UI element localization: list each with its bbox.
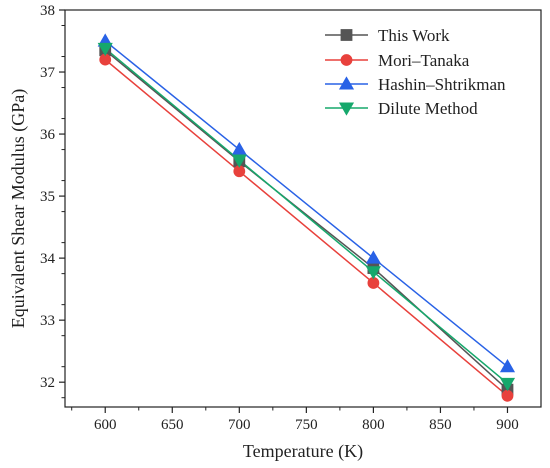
data-point-marker bbox=[340, 29, 353, 41]
data-point-marker bbox=[365, 250, 381, 264]
legend-label: This Work bbox=[378, 26, 450, 45]
series-group bbox=[97, 33, 516, 402]
series-line bbox=[104, 49, 508, 391]
y-tick-label: 33 bbox=[40, 313, 55, 329]
legend: This Work Mori–Tanaka Hashin–Shtrikman Dilu… bbox=[325, 26, 506, 118]
series-triangle-up bbox=[104, 40, 508, 368]
x-tick-label: 700 bbox=[228, 417, 251, 433]
y-tick-label: 32 bbox=[40, 375, 55, 391]
y-tick-label: 36 bbox=[40, 127, 56, 143]
legend-label: Hashin–Shtrikman bbox=[378, 75, 506, 94]
legend-label: Dilute Method bbox=[378, 99, 478, 118]
series-line bbox=[104, 47, 508, 385]
legend-item: This Work bbox=[325, 26, 450, 45]
data-point-marker bbox=[499, 377, 516, 392]
y-tick-label: 35 bbox=[40, 189, 55, 205]
axes bbox=[64, 9, 542, 408]
series-circle bbox=[104, 59, 508, 397]
data-point-marker bbox=[340, 54, 353, 66]
plot-frame bbox=[64, 9, 542, 408]
legend-item: Mori–Tanaka bbox=[325, 51, 470, 70]
x-tick-label: 800 bbox=[362, 417, 385, 433]
x-tick-label: 850 bbox=[429, 417, 452, 433]
x-tick-label: 600 bbox=[94, 417, 117, 433]
series-line bbox=[104, 59, 508, 397]
x-tick-label: 750 bbox=[295, 417, 318, 433]
data-point-marker bbox=[231, 154, 247, 168]
series-markers-triangle-down bbox=[97, 42, 516, 392]
series-square bbox=[104, 49, 508, 391]
data-point-marker bbox=[338, 76, 355, 90]
series-markers-circle bbox=[99, 53, 514, 402]
data-point-marker bbox=[231, 141, 247, 156]
y-tick-label: 37 bbox=[40, 65, 56, 81]
y-axis-title: Equivalent Shear Modulus (GPa) bbox=[8, 89, 29, 328]
x-axis-title: Temperature (K) bbox=[243, 441, 363, 462]
data-point-marker bbox=[338, 102, 355, 116]
data-point-marker bbox=[97, 42, 113, 57]
legend-label: Mori–Tanaka bbox=[378, 51, 470, 70]
data-point-marker bbox=[499, 358, 516, 373]
legend-item: Hashin–Shtrikman bbox=[325, 75, 506, 94]
y-tick-label: 34 bbox=[40, 251, 56, 267]
data-point-marker bbox=[501, 389, 514, 402]
series-triangle-down bbox=[104, 47, 508, 385]
x-axis-ticks: 600 650 700 750 800 850 900 bbox=[71, 407, 519, 433]
x-tick-label: 900 bbox=[496, 417, 519, 433]
series-line bbox=[104, 40, 508, 368]
y-axis-ticks: 32 33 34 35 36 37 38 bbox=[40, 3, 65, 399]
y-tick-label: 38 bbox=[40, 3, 55, 19]
x-tick-label: 650 bbox=[161, 417, 184, 433]
data-point-marker bbox=[365, 266, 381, 280]
legend-item: Dilute Method bbox=[325, 99, 478, 118]
